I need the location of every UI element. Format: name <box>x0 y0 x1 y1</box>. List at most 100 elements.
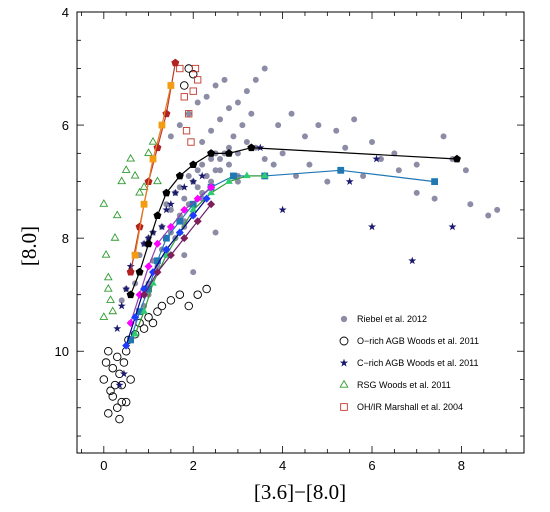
track-line <box>134 175 265 335</box>
data-point <box>180 81 189 90</box>
track-point <box>193 194 202 203</box>
track-point <box>153 143 162 152</box>
data-point <box>261 65 268 72</box>
track-point <box>122 341 131 350</box>
data-point <box>185 172 192 179</box>
data-point <box>166 296 176 305</box>
legend-label: Riebel et al. 2012 <box>357 314 427 324</box>
model-tracks <box>122 58 461 350</box>
data-point <box>193 290 202 299</box>
data-point <box>185 110 192 117</box>
data-point <box>184 301 193 311</box>
legend-entry: C−rich AGB Woods et al. 2011 <box>339 358 478 368</box>
track-point <box>166 251 175 260</box>
data-point <box>212 82 219 89</box>
track-point <box>148 268 157 277</box>
data-point <box>180 183 189 191</box>
track-point <box>126 267 135 276</box>
track-point <box>127 336 135 344</box>
data-point <box>275 122 282 129</box>
data-point <box>208 127 215 134</box>
data-point <box>194 184 201 191</box>
data-point <box>194 76 202 84</box>
data-point <box>360 172 367 179</box>
data-point <box>188 69 198 79</box>
track-point <box>136 308 143 316</box>
track-point <box>202 194 211 203</box>
data-point <box>189 177 198 186</box>
x-tick-label: 2 <box>190 458 197 473</box>
data-point <box>115 380 124 389</box>
data-point <box>171 188 180 197</box>
data-point <box>108 306 118 315</box>
track-point <box>167 82 175 89</box>
data-point <box>217 167 224 174</box>
data-point <box>180 93 188 101</box>
data-point <box>187 138 195 146</box>
data-point <box>108 392 118 401</box>
track-point <box>189 160 198 169</box>
x-tick-label: 6 <box>368 458 375 473</box>
data-point <box>440 133 447 140</box>
track-7 <box>140 200 216 299</box>
legend-entry: Riebel et al. 2012 <box>340 314 427 324</box>
data-point <box>369 139 376 146</box>
track-point <box>131 329 139 337</box>
x-tick-label: 8 <box>458 458 465 473</box>
data-point <box>345 177 354 186</box>
data-point <box>270 161 277 168</box>
track-point <box>207 183 216 192</box>
track-point <box>140 290 149 299</box>
data-point <box>119 369 128 378</box>
data-point <box>191 64 200 73</box>
legend: Riebel et al. 2012 O−rich AGB Woods et al… <box>339 314 479 412</box>
data-point <box>108 363 118 373</box>
data-point <box>194 167 201 174</box>
data-point <box>176 122 183 129</box>
data-point <box>212 229 219 236</box>
data-point <box>106 295 115 303</box>
data-point <box>103 272 113 281</box>
track-point <box>145 285 152 293</box>
data-point <box>103 283 113 292</box>
x-tick-label: 4 <box>279 458 286 473</box>
track-point <box>171 58 180 67</box>
data-point <box>252 76 259 83</box>
track-point <box>162 245 171 254</box>
track-point <box>230 172 237 180</box>
data-point <box>448 222 457 231</box>
data-point <box>221 76 228 83</box>
data-point <box>395 167 402 174</box>
legend-marker <box>339 336 349 346</box>
data-point <box>148 136 158 145</box>
data-point <box>190 269 197 276</box>
legend-label: O−rich AGB Woods et al. 2011 <box>357 336 479 346</box>
track-point <box>225 177 233 184</box>
data-point <box>230 133 237 140</box>
legend-entry: OH/IR Marshall et al. 2004 <box>340 402 463 412</box>
legend-marker <box>340 315 348 323</box>
track-point <box>180 234 189 243</box>
data-point <box>485 212 492 219</box>
data-point <box>101 358 111 367</box>
data-point <box>413 189 420 196</box>
data-point <box>104 346 113 356</box>
track-line <box>130 62 176 273</box>
data-point <box>163 201 170 208</box>
track-line <box>130 169 435 341</box>
data-point <box>126 262 135 270</box>
data-point <box>234 99 241 106</box>
track-point <box>175 171 184 180</box>
x-axis-title: [3.6]−[8.0] <box>254 480 346 504</box>
data-point <box>144 233 153 242</box>
track-point <box>154 257 161 265</box>
data-point <box>306 161 313 168</box>
data-point <box>130 170 140 179</box>
data-point <box>198 171 207 180</box>
data-point <box>176 64 184 73</box>
data-point <box>467 201 474 208</box>
data-point <box>208 178 215 185</box>
data-point <box>121 397 131 407</box>
track-1 <box>131 82 175 259</box>
track-point <box>189 211 198 220</box>
